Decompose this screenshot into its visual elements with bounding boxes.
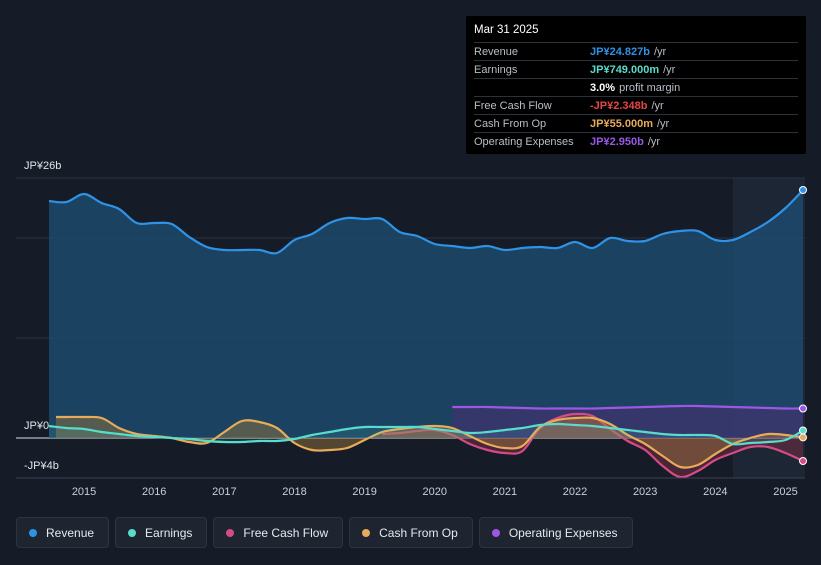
x-tick-2019: 2019 bbox=[352, 486, 376, 498]
legend-item-operating-expenses[interactable]: Operating Expenses bbox=[478, 517, 633, 548]
legend-dot-icon bbox=[491, 528, 500, 537]
legend-dot-icon bbox=[29, 528, 37, 537]
legend-label: Earnings bbox=[145, 525, 193, 540]
legend-dot-icon bbox=[362, 528, 371, 537]
free-cash-flow-line bbox=[382, 412, 804, 479]
legend-label: Cash From Op bbox=[379, 525, 458, 540]
x-tick-2017: 2017 bbox=[212, 486, 236, 498]
y-tick-top: JP¥26b bbox=[24, 160, 62, 172]
y-tick-zero: JP¥0 bbox=[24, 420, 50, 432]
tooltip-row-value: -JP¥2.348b bbox=[590, 100, 648, 112]
tooltip-row-value: JP¥749.000m bbox=[590, 64, 660, 76]
tooltip-row-value: JP¥2.950b bbox=[590, 136, 644, 148]
tooltip-row-label: Free Cash Flow bbox=[474, 100, 552, 112]
earnings-line bbox=[48, 422, 804, 446]
earnings-end-point bbox=[799, 426, 807, 435]
x-tick-2020: 2020 bbox=[423, 486, 447, 498]
legend-label: Operating Expenses bbox=[508, 525, 618, 540]
operating-expenses-area bbox=[452, 405, 803, 438]
x-tick-2024: 2024 bbox=[703, 486, 727, 498]
legend-item-revenue[interactable]: Revenue bbox=[16, 517, 110, 548]
tooltip-row: Operating Expenses JP¥2.950b/yr bbox=[474, 132, 798, 150]
legend-item-earnings[interactable]: Earnings bbox=[115, 517, 208, 548]
free-cash-flow-end-point bbox=[799, 457, 807, 465]
revenue-line bbox=[48, 189, 804, 255]
x-tick-2022: 2022 bbox=[563, 486, 587, 498]
legend-item-free-cash-flow[interactable]: Free Cash Flow bbox=[213, 517, 344, 548]
chart-legend: Revenue Earnings Free Cash Flow Cash From O… bbox=[16, 517, 633, 548]
tooltip-row: Cash From Op JP¥55.000m/yr bbox=[474, 114, 798, 132]
x-tick-2016: 2016 bbox=[142, 486, 166, 498]
legend-dot-icon bbox=[226, 528, 235, 537]
tooltip-row-unit: /yr bbox=[647, 136, 661, 148]
x-tick-2025: 2025 bbox=[773, 486, 797, 498]
tooltip-row: Earnings JP¥749.000m/yr bbox=[474, 60, 798, 78]
operating-expenses-line bbox=[452, 404, 804, 410]
tooltip-row-unit: profit margin bbox=[619, 82, 681, 94]
tooltip-row-unit: /yr bbox=[657, 118, 670, 130]
x-tick-2023: 2023 bbox=[633, 486, 657, 498]
legend-item-cash-from-op[interactable]: Cash From Op bbox=[349, 517, 473, 548]
free-cash-flow-area bbox=[382, 413, 803, 478]
tooltip-row: Revenue JP¥24.827b/yr bbox=[474, 42, 798, 60]
tooltip-row-label: Operating Expenses bbox=[474, 136, 574, 148]
y-tick-bottom: -JP¥4b bbox=[24, 460, 59, 472]
tooltip-row-label: Cash From Op bbox=[474, 118, 547, 130]
tooltip-row: Free Cash Flow -JP¥2.348b/yr bbox=[474, 96, 798, 114]
x-tick-2015: 2015 bbox=[72, 486, 96, 498]
tooltip-row-value: JP¥55.000m bbox=[590, 118, 653, 130]
tooltip-row-label: Revenue bbox=[474, 46, 519, 58]
legend-label: Revenue bbox=[46, 525, 95, 540]
revenue-area bbox=[49, 190, 803, 438]
operating-expenses-end-point bbox=[799, 404, 807, 413]
tooltip-row-value: 3.0% bbox=[590, 82, 616, 94]
revenue-end-point bbox=[799, 186, 807, 194]
x-tick-2018: 2018 bbox=[282, 486, 306, 498]
tooltip-row-unit: /yr bbox=[651, 100, 664, 112]
tooltip-row-label: Earnings bbox=[474, 64, 518, 76]
legend-label: Free Cash Flow bbox=[243, 525, 329, 540]
data-tooltip: Mar 31 2025 Revenue JP¥24.827b/yr Earnings… bbox=[466, 16, 806, 154]
tooltip-date: Mar 31 2025 bbox=[474, 24, 539, 36]
tooltip-row: 3.0% profit margin bbox=[474, 78, 798, 96]
legend-dot-icon bbox=[128, 528, 137, 537]
tooltip-row-unit: /yr bbox=[663, 64, 676, 76]
tooltip-row-value: JP¥24.827b bbox=[590, 46, 650, 58]
tooltip-row-unit: /yr bbox=[653, 46, 667, 58]
x-tick-2021: 2021 bbox=[493, 486, 517, 498]
